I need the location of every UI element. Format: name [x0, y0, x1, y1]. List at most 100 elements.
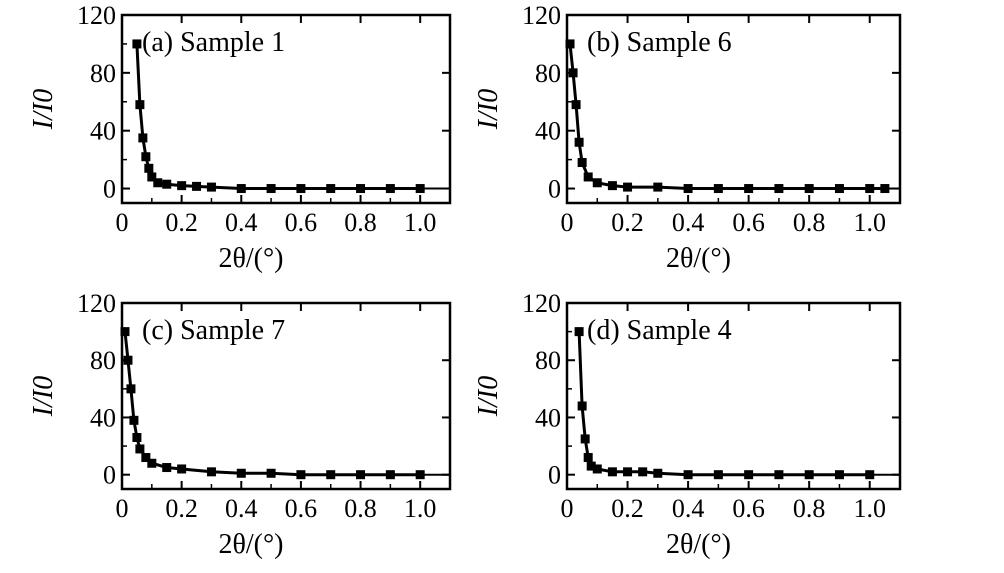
- data-point: [623, 467, 633, 477]
- y-tick-label: 40: [90, 403, 116, 432]
- data-point: [653, 182, 663, 192]
- data-point: [653, 468, 663, 478]
- data-point: [236, 468, 246, 478]
- y-tick-label: 40: [90, 117, 116, 146]
- data-point: [713, 470, 723, 480]
- y-tick-label: 80: [90, 346, 116, 375]
- x-tick-label: 0.2: [611, 494, 644, 523]
- data-point: [135, 100, 145, 110]
- chart-panel-4: 0 0.2 0.4 0.6 0.8 1.0 0 40 80 120 (d) Sample 4 2θ/(…: [473, 289, 902, 560]
- data-point: [683, 184, 693, 194]
- x-tick-label: 1.0: [404, 208, 437, 237]
- y-tick-label: 0: [103, 461, 116, 490]
- y-tick-label: 80: [90, 59, 116, 88]
- y-tick-label: 120: [522, 1, 561, 30]
- data-point: [126, 384, 136, 394]
- plot-frame: [120, 301, 452, 491]
- panel-title: (a) Sample 1: [142, 27, 285, 58]
- x-tick-label: 0.2: [165, 208, 198, 237]
- data-point: [356, 470, 366, 480]
- chart-panel-1: 0 0.2 0.4 0.6 0.8 1.0 0 40 80 120 (a) Sample 1 2θ/(…: [28, 1, 452, 274]
- data-point: [153, 178, 163, 188]
- plot-frame: [120, 13, 452, 205]
- chart-panel-3: 0 0.2 0.4 0.6 0.8 1.0 0 40 80 120 (c) Sample 7 2θ/(…: [28, 289, 452, 560]
- panel-title: (d) Sample 4: [587, 315, 732, 346]
- data-point: [774, 184, 784, 194]
- x-tick-label: 0.6: [732, 494, 765, 523]
- data-point: [804, 184, 814, 194]
- x-tick-label: 1.0: [853, 494, 886, 523]
- data-point: [683, 470, 693, 480]
- plot-frame: [565, 301, 902, 491]
- x-tick-label: 0.8: [344, 208, 377, 237]
- data-point: [592, 178, 602, 188]
- x-tick-label: 0.8: [793, 494, 826, 523]
- data-point: [744, 184, 754, 194]
- data-point: [266, 468, 276, 478]
- y-tick-label: 0: [548, 461, 561, 490]
- panel-title: (b) Sample 6: [587, 27, 732, 58]
- x-tick-label: 0.6: [732, 208, 765, 237]
- x-tick-label: 1.0: [404, 494, 437, 523]
- y-axis-label: I/I0: [473, 89, 504, 130]
- data-point: [326, 470, 336, 480]
- data-point: [638, 467, 648, 477]
- x-tick-label: 1.0: [853, 208, 886, 237]
- plot-frame: [565, 13, 902, 205]
- y-tick-label: 80: [535, 59, 561, 88]
- data-point: [865, 470, 875, 480]
- y-tick-label: 120: [522, 289, 561, 318]
- x-tick-label: 0: [561, 208, 574, 237]
- y-tick-label: 40: [535, 117, 561, 146]
- data-point: [583, 453, 593, 463]
- data-point: [568, 68, 578, 78]
- y-tick-label: 120: [77, 1, 116, 30]
- x-tick-label: 0.4: [225, 208, 258, 237]
- data-point: [713, 184, 723, 194]
- data-point: [574, 137, 584, 147]
- data-point: [834, 470, 844, 480]
- x-tick-label: 0.8: [344, 494, 377, 523]
- data-point: [577, 401, 587, 411]
- series-line: [577, 331, 870, 477]
- data-point: [177, 181, 187, 191]
- x-tick-label: 0.6: [285, 494, 318, 523]
- data-point: [123, 355, 133, 365]
- data-point: [356, 184, 366, 194]
- data-point: [144, 163, 154, 173]
- data-point: [574, 327, 584, 337]
- panel-title: (c) Sample 7: [142, 315, 285, 346]
- x-tick-label: 0: [116, 208, 129, 237]
- data-point: [135, 444, 145, 454]
- y-tick-label: 0: [548, 175, 561, 204]
- x-tick-label: 0: [561, 494, 574, 523]
- data-point: [177, 464, 187, 474]
- data-point: [385, 184, 395, 194]
- data-point: [120, 327, 130, 337]
- data-point: [162, 463, 172, 473]
- data-point: [206, 182, 216, 192]
- data-point: [804, 470, 814, 480]
- data-point: [834, 184, 844, 194]
- series-line: [123, 331, 421, 477]
- data-point: [565, 39, 575, 49]
- y-tick-label: 80: [535, 346, 561, 375]
- data-point: [296, 184, 306, 194]
- data-point: [147, 458, 157, 468]
- data-point: [138, 133, 148, 143]
- data-point: [141, 152, 151, 162]
- data-point: [744, 470, 754, 480]
- data-point: [583, 172, 593, 182]
- y-tick-label: 0: [103, 175, 116, 204]
- x-tick-label: 0.4: [672, 208, 705, 237]
- data-point: [415, 470, 425, 480]
- y-tick-label: 120: [77, 289, 116, 318]
- data-point: [132, 432, 142, 442]
- data-point: [162, 179, 172, 189]
- y-axis-label: I/I0: [28, 89, 59, 130]
- x-tick-label: 0.4: [672, 494, 705, 523]
- data-point: [385, 470, 395, 480]
- data-point: [415, 184, 425, 194]
- x-axis-label: 2θ/(°): [666, 243, 731, 274]
